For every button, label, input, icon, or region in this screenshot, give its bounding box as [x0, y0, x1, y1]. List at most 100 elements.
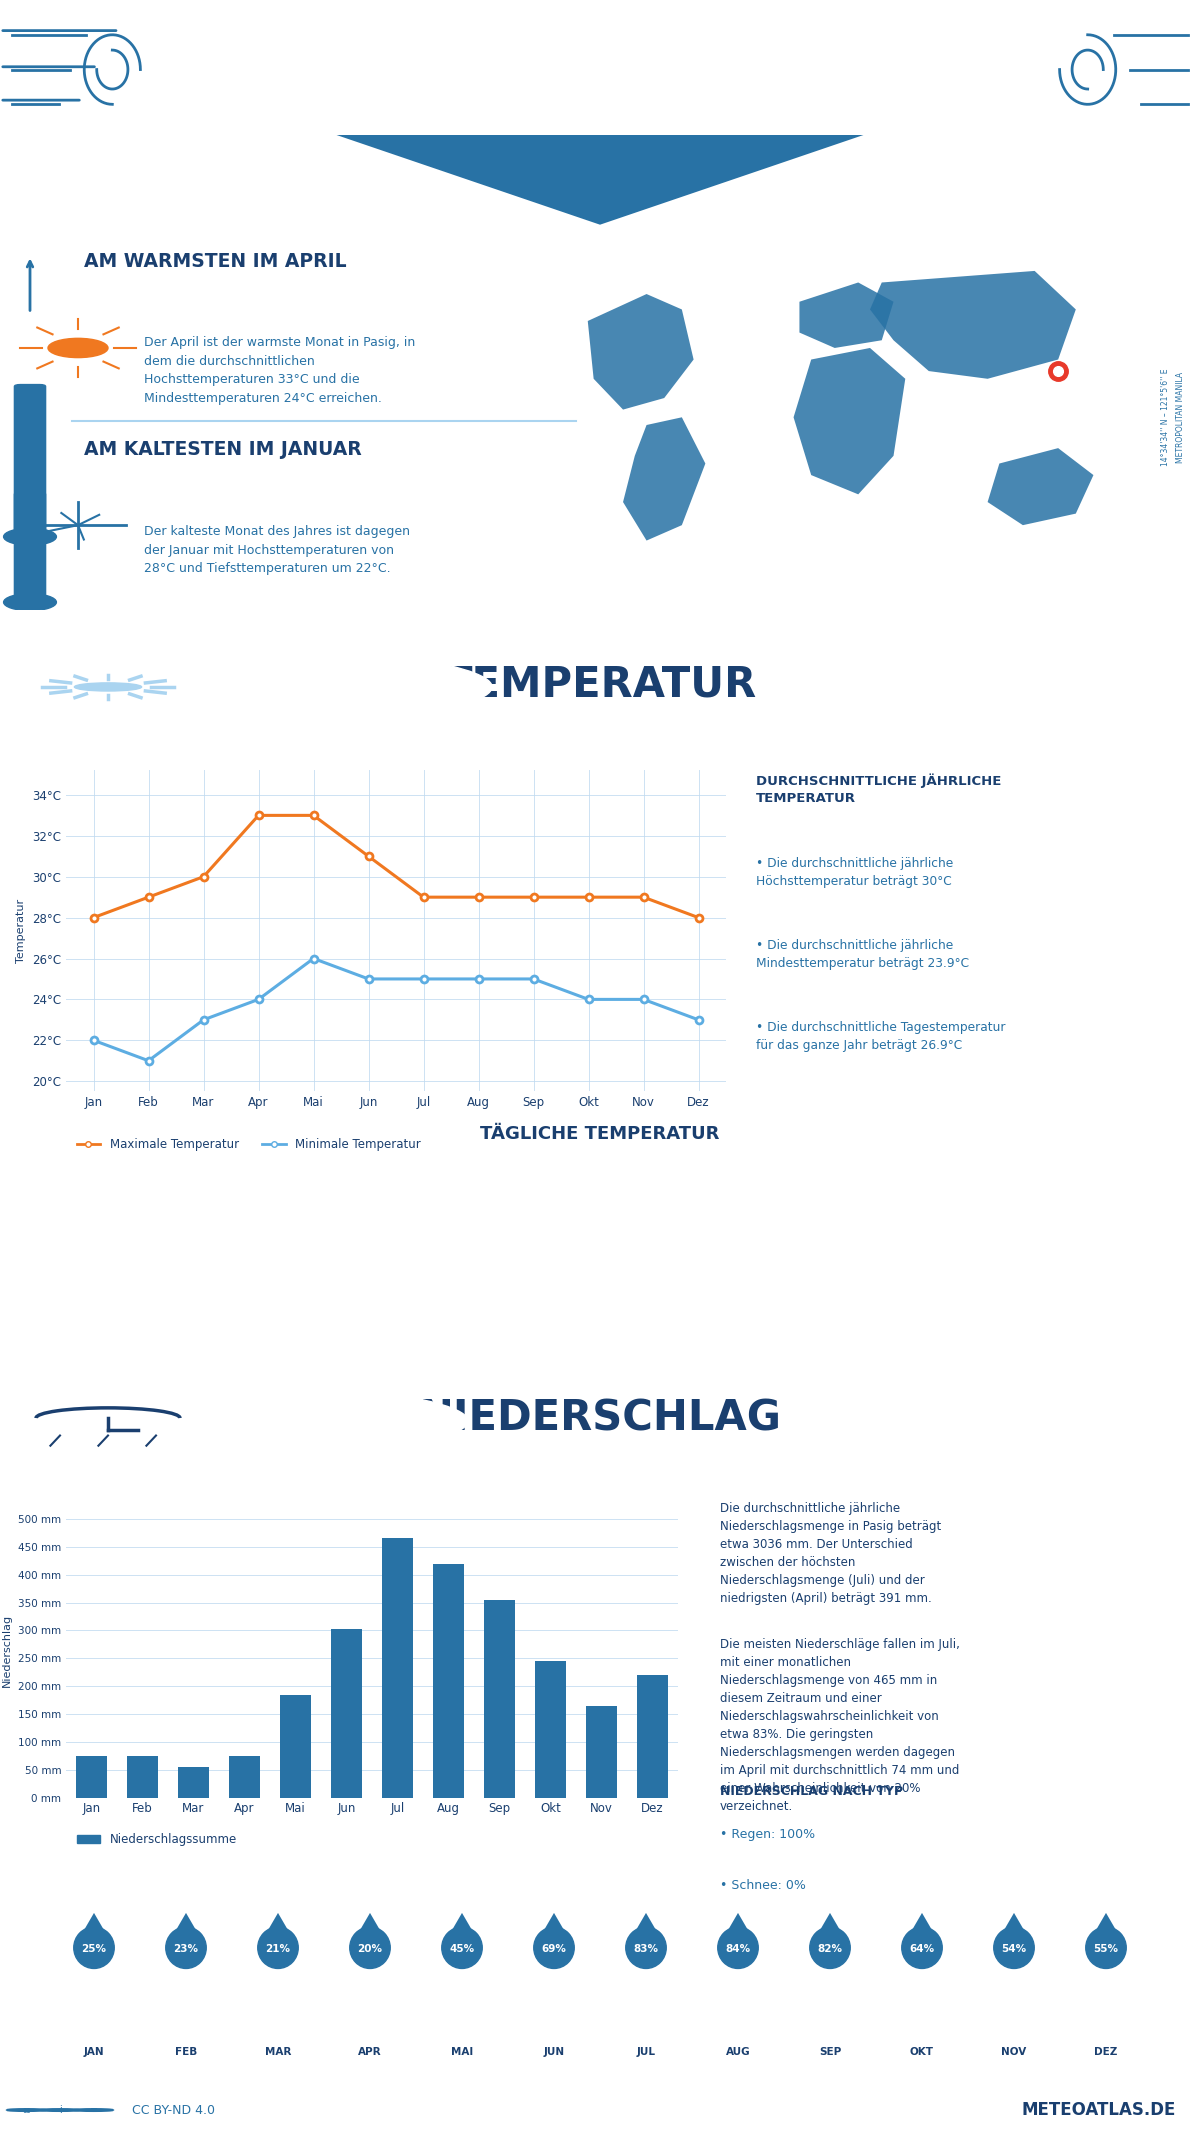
Text: 84%: 84% [726, 1943, 750, 1954]
Text: 27°: 27° [712, 1269, 764, 1299]
Text: PHILIPPINEN: PHILIPPINEN [553, 107, 647, 122]
Circle shape [166, 1926, 206, 1969]
Bar [637, 1676, 668, 1798]
Text: NIEDERSCHLAG NACH TYP: NIEDERSCHLAG NACH TYP [720, 1785, 904, 1798]
Polygon shape [625, 1913, 666, 1947]
Circle shape [4, 529, 56, 546]
Text: SEP: SEP [818, 2048, 841, 2057]
Text: MAI: MAI [451, 2048, 473, 2057]
Polygon shape [166, 1913, 206, 1947]
Text: JUN: JUN [544, 2048, 564, 2057]
Text: PASIG: PASIG [512, 28, 688, 79]
Text: • Schnee: 0%: • Schnee: 0% [720, 1879, 806, 1892]
Text: 20%: 20% [358, 1943, 383, 1954]
Text: 28°: 28° [528, 1269, 581, 1299]
Text: NOV: NOV [998, 1196, 1030, 1209]
Text: TÄGLICHE TEMPERATUR: TÄGLICHE TEMPERATUR [480, 1126, 720, 1143]
Text: AM KALTESTEN IM JANUAR: AM KALTESTEN IM JANUAR [84, 441, 361, 460]
Circle shape [0, 640, 492, 734]
Text: JUL: JUL [636, 2048, 655, 2057]
Circle shape [258, 1926, 299, 1969]
Text: DEZ: DEZ [1092, 1196, 1120, 1209]
Bar [331, 1629, 362, 1798]
Legend: Niederschlagssumme: Niederschlagssumme [72, 1828, 241, 1851]
Text: OKT: OKT [907, 1196, 936, 1209]
Circle shape [534, 1926, 575, 1969]
Circle shape [73, 1926, 114, 1969]
Text: NIEDERSCHLAG: NIEDERSCHLAG [419, 1397, 781, 1438]
Bar [587, 1706, 617, 1798]
Text: METEOATLAS.DE: METEOATLAS.DE [1021, 2101, 1176, 2119]
Circle shape [349, 1926, 390, 1969]
Text: 54%: 54% [1002, 1943, 1026, 1954]
Polygon shape [258, 1913, 299, 1947]
Text: • Die durchschnittliche jährliche
Mindesttemperatur beträgt 23.9°C: • Die durchschnittliche jährliche Mindes… [756, 939, 970, 969]
Text: 83%: 83% [634, 1943, 659, 1954]
Circle shape [901, 1926, 942, 1969]
Text: CC BY-ND 4.0: CC BY-ND 4.0 [132, 2104, 215, 2116]
Circle shape [810, 1926, 851, 1969]
Text: 27°: 27° [895, 1269, 948, 1299]
Polygon shape [718, 1913, 758, 1947]
Text: Die meisten Niederschläge fallen im Juli,
mit einer monatlichen
Niederschlagsmen: Die meisten Niederschläge fallen im Juli… [720, 1637, 960, 1813]
Text: • Die durchschnittliche Tagestemperatur
für das ganze Jahr beträgt 26.9°C: • Die durchschnittliche Tagestemperatur … [756, 1021, 1006, 1051]
Text: 23%: 23% [174, 1943, 198, 1954]
Text: 69%: 69% [541, 1943, 566, 1954]
Text: 25°: 25° [67, 1269, 120, 1299]
Bar [535, 1661, 566, 1798]
FancyBboxPatch shape [14, 492, 46, 603]
Text: 14°34'34'' N – 121°5'6'' E
METROPOLITAN MANILA: 14°34'34'' N – 121°5'6'' E METROPOLITAN … [1162, 368, 1184, 467]
Text: 27°: 27° [804, 1269, 857, 1299]
Circle shape [48, 338, 108, 357]
Text: AUG: AUG [726, 2048, 750, 2057]
Text: AM WARMSTEN IM APRIL: AM WARMSTEN IM APRIL [84, 253, 347, 270]
Text: • Regen: 100%: • Regen: 100% [720, 1828, 815, 1840]
Polygon shape [349, 1913, 390, 1947]
Text: 82%: 82% [817, 1943, 842, 1954]
Circle shape [74, 683, 142, 691]
Text: 26°: 26° [988, 1269, 1040, 1299]
Text: 26°: 26° [1080, 1269, 1133, 1299]
Polygon shape [623, 417, 706, 541]
Text: NIEDERSCHLAGSWAHRSCHEINLICHKEIT: NIEDERSCHLAGSWAHRSCHEINLICHKEIT [432, 1847, 768, 1864]
Circle shape [625, 1926, 666, 1969]
Text: FEB: FEB [175, 2048, 197, 2057]
Y-axis label: Temperatur: Temperatur [17, 899, 26, 963]
Bar [229, 1757, 260, 1798]
Text: 27°: 27° [252, 1269, 305, 1299]
Polygon shape [870, 272, 1076, 379]
Y-axis label: Niederschlag: Niederschlag [2, 1614, 12, 1686]
Circle shape [994, 1926, 1034, 1969]
Text: JAN: JAN [84, 2048, 104, 2057]
Polygon shape [810, 1913, 851, 1947]
Text: Die durchschnittliche jährliche
Niederschlagsmenge in Pasig beträgt
etwa 3036 mm: Die durchschnittliche jährliche Niedersc… [720, 1502, 941, 1605]
Bar [178, 1768, 209, 1798]
Polygon shape [73, 1913, 114, 1947]
Text: =: = [90, 2106, 97, 2114]
Polygon shape [1086, 1913, 1127, 1947]
Text: Der April ist der warmste Monat in Pasig, in
dem die durchschnittlichen
Hochstte: Der April ist der warmste Monat in Pasig… [144, 336, 415, 404]
Text: MAR: MAR [262, 1196, 294, 1209]
Text: JUN: JUN [541, 1196, 566, 1209]
Circle shape [0, 1378, 468, 1464]
Bar [383, 1539, 413, 1798]
Polygon shape [799, 282, 894, 349]
Bar [77, 1757, 107, 1798]
Text: TEMPERATUR: TEMPERATUR [443, 663, 757, 704]
Text: Der kalteste Monat des Jahres ist dagegen
der Januar mit Hochsttemperaturen von
: Der kalteste Monat des Jahres ist dagege… [144, 524, 410, 576]
Text: AUG: AUG [724, 1196, 752, 1209]
Text: APR: APR [358, 2048, 382, 2057]
Legend: Maximale Temperatur, Minimale Temperatur: Maximale Temperatur, Minimale Temperatur [72, 1134, 426, 1156]
Polygon shape [793, 349, 905, 494]
Polygon shape [994, 1913, 1034, 1947]
Polygon shape [988, 447, 1093, 524]
Text: NOV: NOV [1001, 2048, 1027, 2057]
Polygon shape [588, 293, 694, 409]
Text: DEZ: DEZ [1094, 2048, 1117, 2057]
Text: 25°: 25° [160, 1269, 212, 1299]
Text: 29°: 29° [343, 1269, 396, 1299]
Text: 25%: 25% [82, 1943, 107, 1954]
Text: 45%: 45% [450, 1943, 474, 1954]
Bar [127, 1755, 158, 1798]
Circle shape [442, 1926, 482, 1969]
